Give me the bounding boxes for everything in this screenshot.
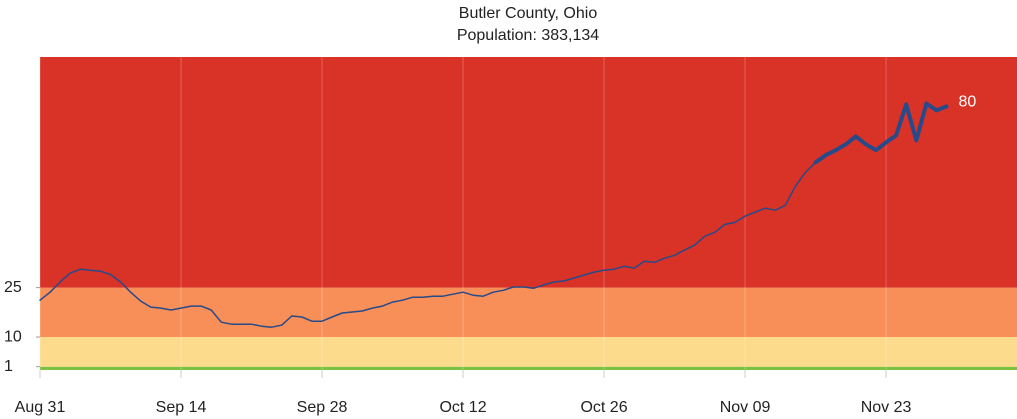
x-tick-label: Nov 09	[720, 399, 771, 416]
risk-band	[40, 57, 1017, 288]
series-line	[813, 101, 949, 165]
x-tick-label: Aug 31	[15, 399, 66, 416]
y-tick-label: 10	[4, 328, 22, 345]
x-tick-label: Oct 12	[439, 399, 486, 416]
risk-band	[40, 337, 1017, 367]
series-line	[39, 161, 817, 328]
x-tick-label: Oct 26	[580, 399, 627, 416]
x-tick-label: Nov 23	[861, 399, 912, 416]
risk-band	[40, 287, 1017, 338]
y-tick-label: 25	[4, 279, 22, 296]
x-tick-label: Sep 14	[156, 399, 207, 416]
risk-band	[40, 366, 1017, 370]
end-label: 80	[958, 94, 976, 111]
chart-subtitle: Population: 383,134	[457, 27, 599, 44]
x-tick-label: Sep 28	[297, 399, 348, 416]
chart-title: Butler County, Ohio	[459, 5, 598, 22]
y-tick-label: 1	[4, 358, 13, 375]
